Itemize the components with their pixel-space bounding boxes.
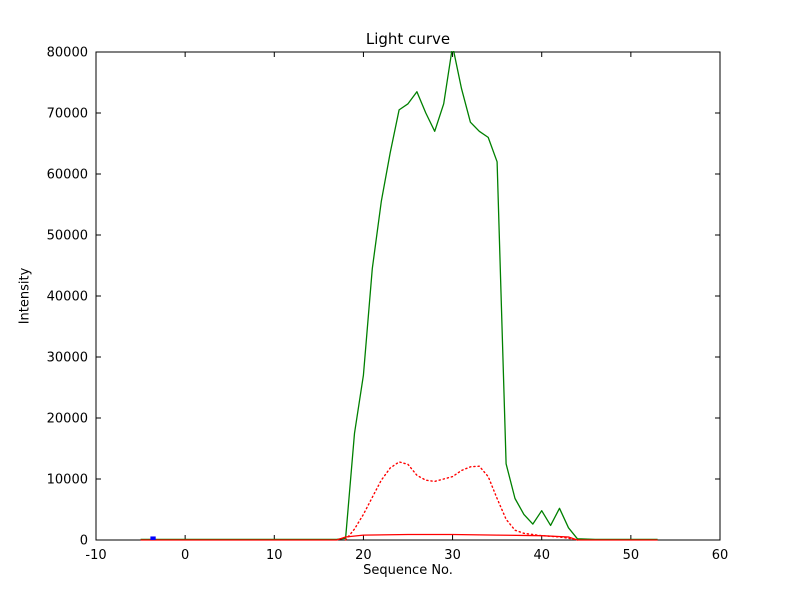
x-tick-label: -10 xyxy=(85,548,106,563)
y-tick-label: 0 xyxy=(80,534,88,549)
y-tick-label: 40000 xyxy=(47,290,88,305)
series-red-solid-curve xyxy=(140,533,658,541)
y-tick-label: 80000 xyxy=(47,46,88,61)
y-axis-label: Intensity xyxy=(17,267,33,325)
series-green-curve xyxy=(140,51,658,541)
y-tick-label: 50000 xyxy=(47,229,88,244)
x-tick-label: 40 xyxy=(533,548,550,563)
chart-title: Light curve xyxy=(365,30,451,48)
axes-frame xyxy=(95,51,721,541)
x-tick-label: 20 xyxy=(355,548,372,563)
y-tick-label: 10000 xyxy=(47,473,88,488)
x-tick-label: 30 xyxy=(444,548,461,563)
x-tick-label: 0 xyxy=(181,548,189,563)
x-axis-label: Sequence No. xyxy=(363,563,453,578)
y-tick-label: 20000 xyxy=(47,412,88,427)
x-tick-label: 50 xyxy=(623,548,640,563)
x-tick-label: 60 xyxy=(712,548,729,563)
x-tick-label: 10 xyxy=(266,548,283,563)
y-tick-label: 30000 xyxy=(47,351,88,366)
y-tick-label: 60000 xyxy=(47,168,88,183)
y-tick-label: 70000 xyxy=(47,107,88,122)
series-red-dotted-curve xyxy=(344,461,579,541)
